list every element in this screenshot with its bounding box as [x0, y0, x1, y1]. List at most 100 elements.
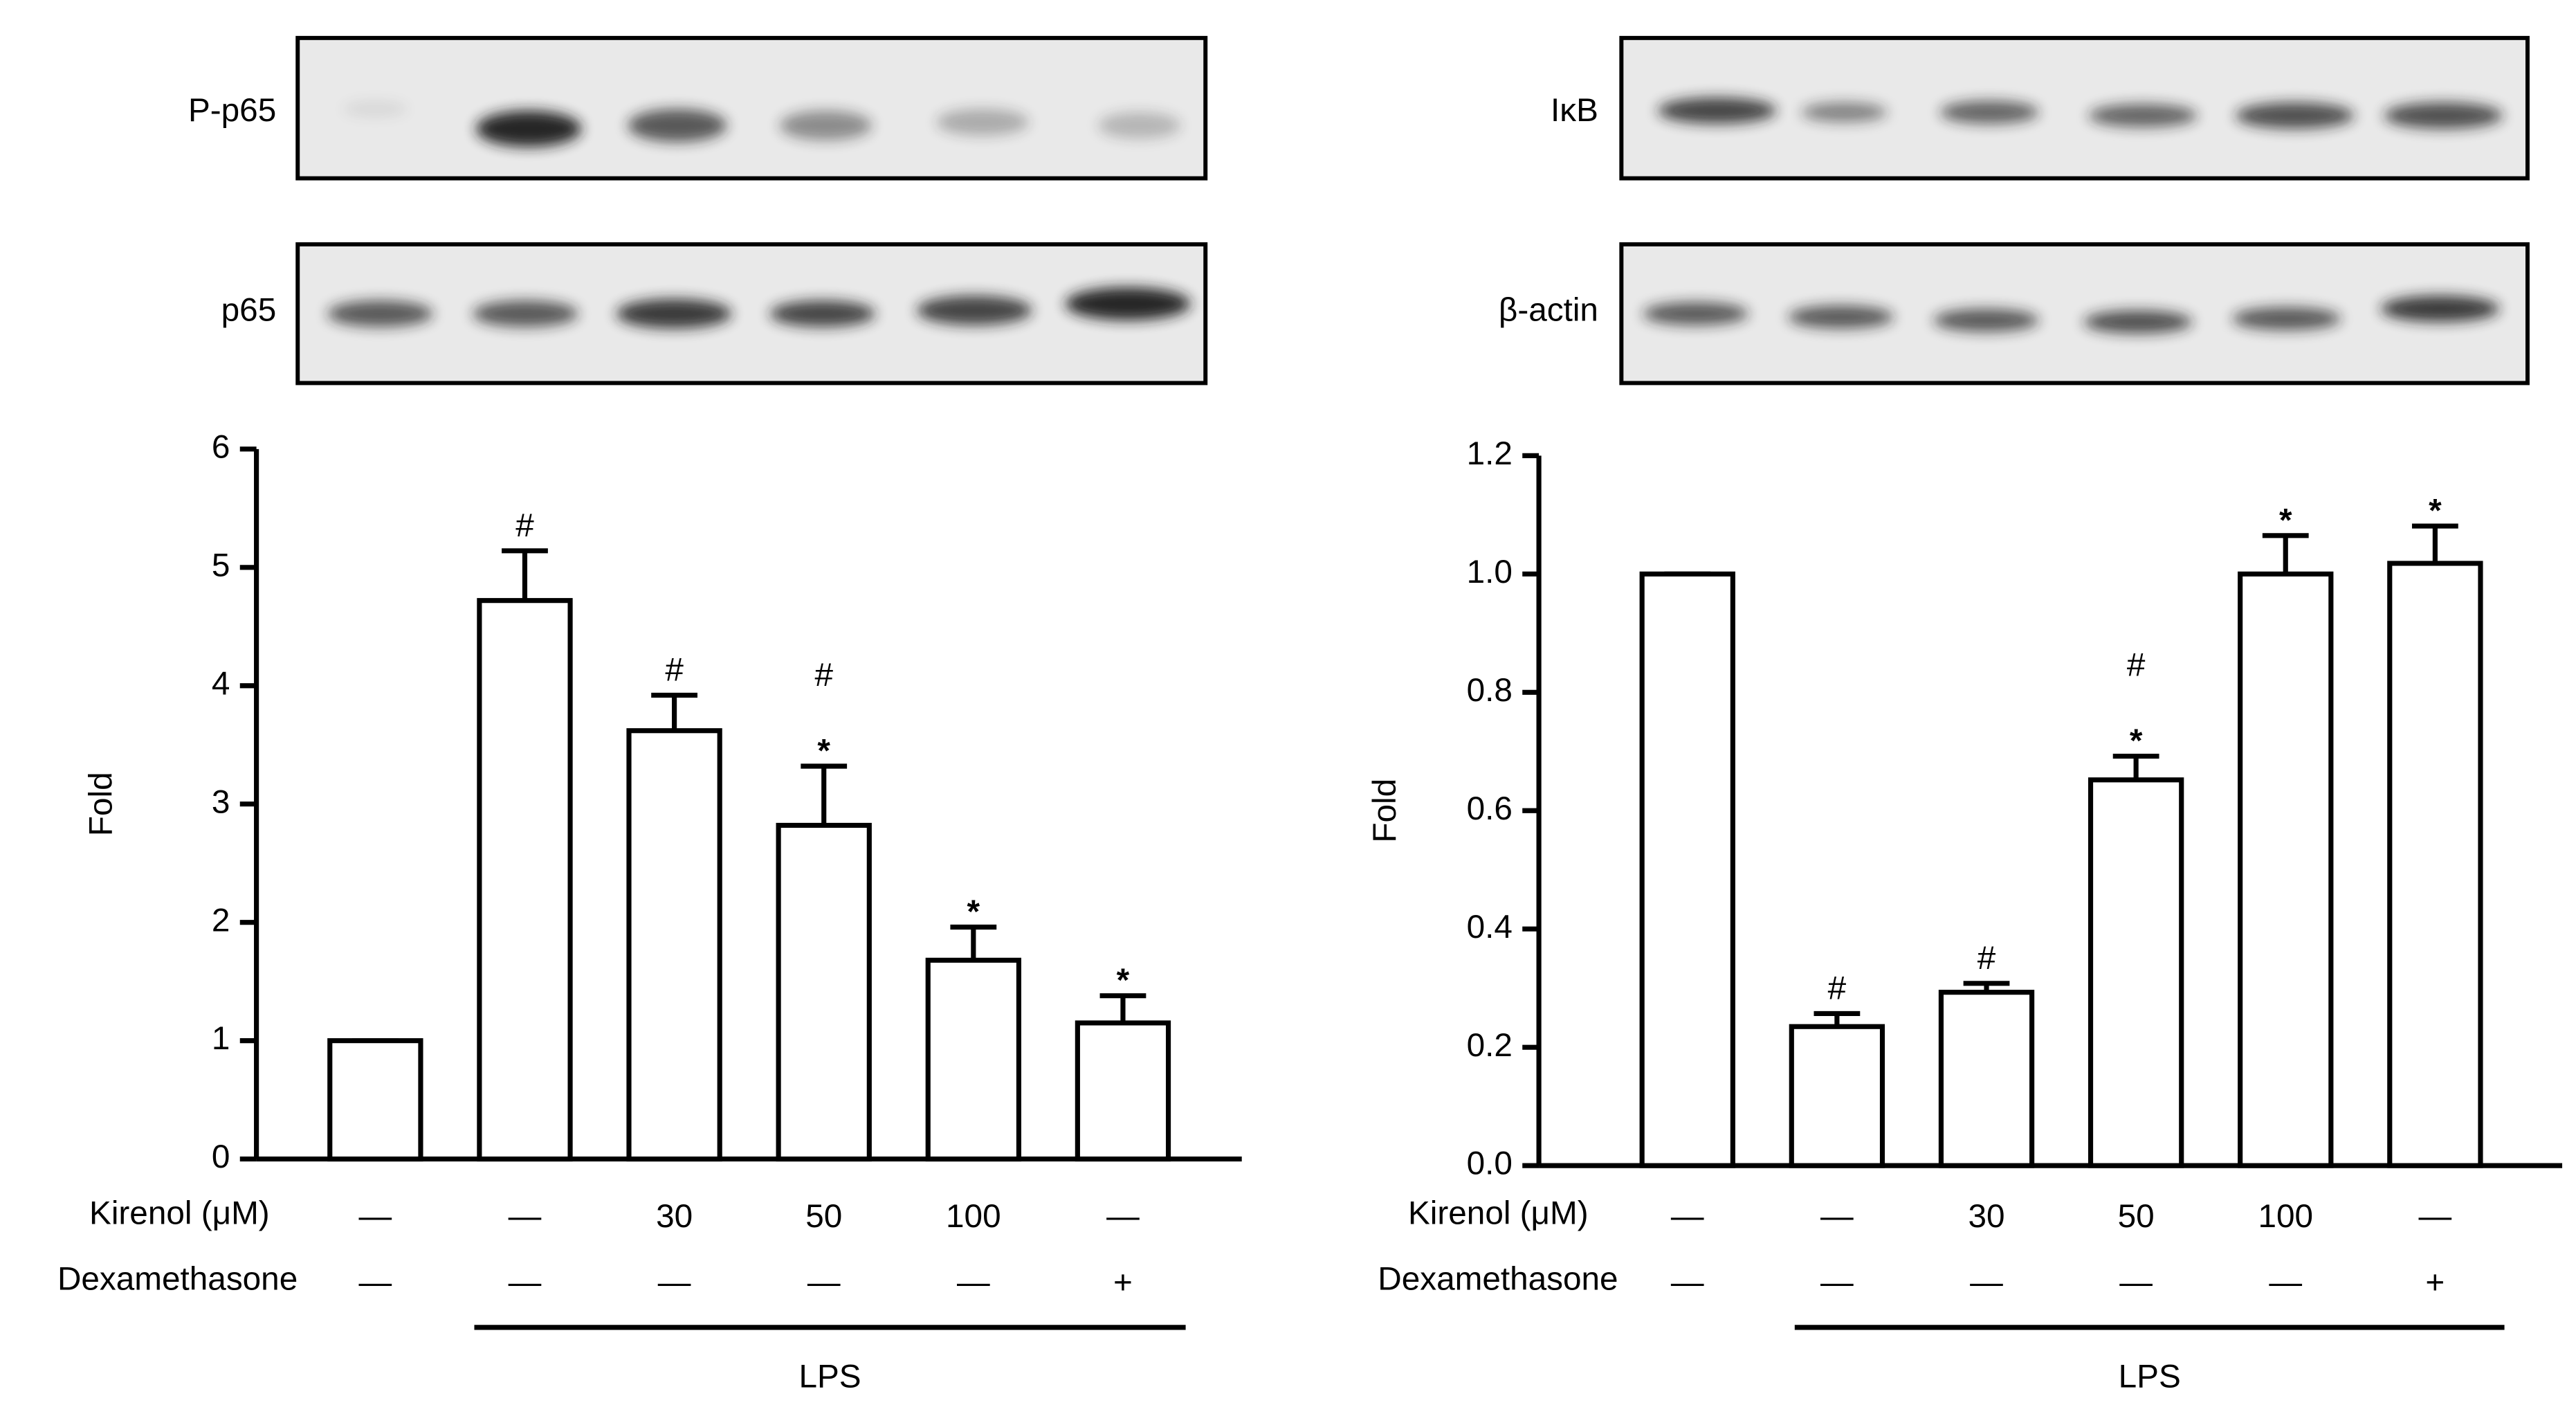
- row-value: 30: [656, 1198, 693, 1235]
- row-value: —: [1820, 1198, 1854, 1235]
- bar: [626, 728, 722, 1162]
- row-value: —: [2119, 1264, 2153, 1300]
- row-value: —: [359, 1198, 392, 1235]
- y-tick-label: 0.8: [1467, 672, 1513, 709]
- row-value: —: [1671, 1264, 1704, 1300]
- row-value: —: [1671, 1198, 1704, 1235]
- row-value: 30: [1968, 1198, 2004, 1235]
- significance-mark: #: [665, 652, 684, 689]
- y-tick-label: 2: [212, 902, 230, 939]
- significance-mark: *: [2279, 502, 2292, 538]
- y-axis-label: Fold: [82, 772, 119, 836]
- row-value: 100: [2258, 1198, 2313, 1235]
- row-value: —: [957, 1264, 990, 1300]
- band: [2231, 307, 2341, 331]
- band: [1939, 100, 2039, 124]
- band: [2235, 102, 2355, 129]
- y-tick-label: 0.0: [1467, 1145, 1513, 1182]
- band: [475, 110, 582, 147]
- y-tick-label: 1: [212, 1020, 230, 1057]
- significance-mark: #: [515, 507, 534, 544]
- y-axis-label: Fold: [1367, 779, 1403, 843]
- band: [2083, 310, 2193, 334]
- blot: [1619, 242, 2530, 386]
- bar: [925, 957, 1022, 1162]
- row-value: —: [1106, 1198, 1140, 1235]
- blot-label: P-p65: [188, 92, 276, 129]
- band: [1788, 305, 1894, 329]
- band: [2384, 102, 2503, 129]
- significance-mark: #: [1977, 940, 1996, 977]
- bar: [1938, 990, 2035, 1168]
- band: [1801, 102, 1888, 123]
- group-label: LPS: [798, 1358, 861, 1395]
- band: [1098, 112, 1181, 139]
- significance-mark: *: [2429, 493, 2442, 529]
- row-value: 100: [946, 1198, 1001, 1235]
- y-tick-label: 0.6: [1467, 790, 1513, 827]
- group-label: LPS: [2119, 1358, 2181, 1395]
- blot-label: IκB: [1551, 92, 1598, 129]
- band: [2088, 104, 2198, 127]
- blot-label: β-actin: [1499, 291, 1598, 328]
- y-tick-label: 3: [212, 783, 230, 820]
- bar: [1639, 571, 1735, 1168]
- significance-mark: *: [967, 894, 980, 930]
- significance-mark: #: [2127, 646, 2146, 683]
- row-value: —: [2419, 1198, 2452, 1235]
- row-value: —: [509, 1264, 542, 1300]
- row-label: Kirenol (μM): [1408, 1195, 1589, 1231]
- blots-right: [1619, 35, 2530, 386]
- row-value: —: [509, 1198, 542, 1235]
- blots-left: [295, 35, 1208, 386]
- bar: [327, 1038, 423, 1162]
- bar: [2238, 571, 2334, 1168]
- bar: [776, 822, 872, 1162]
- y-tick-label: 0.4: [1467, 909, 1513, 945]
- row-value: —: [1820, 1264, 1854, 1300]
- y-tick-label: 4: [212, 665, 230, 702]
- blot: [295, 242, 1208, 386]
- row-label: Dexamethasone: [57, 1261, 298, 1298]
- band: [342, 100, 409, 118]
- row-value: +: [1113, 1264, 1133, 1300]
- blot-label: p65: [221, 291, 277, 328]
- row-value: +: [2425, 1264, 2445, 1300]
- row-label: Kirenol (μM): [89, 1195, 270, 1231]
- row-value: —: [807, 1264, 841, 1300]
- band: [779, 110, 873, 140]
- y-tick-label: 6: [212, 428, 230, 465]
- row-value: —: [1970, 1264, 2003, 1300]
- bar: [2387, 561, 2483, 1168]
- significance-mark: *: [817, 733, 830, 770]
- y-tick-label: 0: [212, 1139, 230, 1175]
- bar: [477, 598, 573, 1162]
- band: [616, 298, 732, 329]
- band: [327, 300, 433, 327]
- band: [628, 109, 727, 143]
- band: [936, 109, 1029, 136]
- significance-mark: *: [1117, 962, 1130, 999]
- bar: [2088, 777, 2184, 1168]
- y-tick-label: 1.2: [1467, 435, 1513, 472]
- band: [473, 300, 578, 327]
- y-tick-label: 0.2: [1467, 1027, 1513, 1064]
- row-value: 50: [2118, 1198, 2155, 1235]
- bar: [1789, 1024, 1885, 1168]
- band: [916, 295, 1032, 325]
- significance-mark: #: [1828, 970, 1847, 1007]
- y-tick-label: 5: [212, 547, 230, 583]
- blot: [295, 35, 1208, 181]
- band: [769, 300, 876, 327]
- band: [1933, 309, 2039, 332]
- row-value: —: [2269, 1264, 2302, 1300]
- row-label: Dexamethasone: [1378, 1261, 1618, 1298]
- y-tick-label: 1.0: [1467, 554, 1513, 590]
- bar: [1075, 1020, 1171, 1162]
- band: [1657, 97, 1777, 124]
- row-value: —: [658, 1264, 691, 1300]
- band: [2380, 295, 2500, 323]
- significance-mark: #: [814, 657, 833, 694]
